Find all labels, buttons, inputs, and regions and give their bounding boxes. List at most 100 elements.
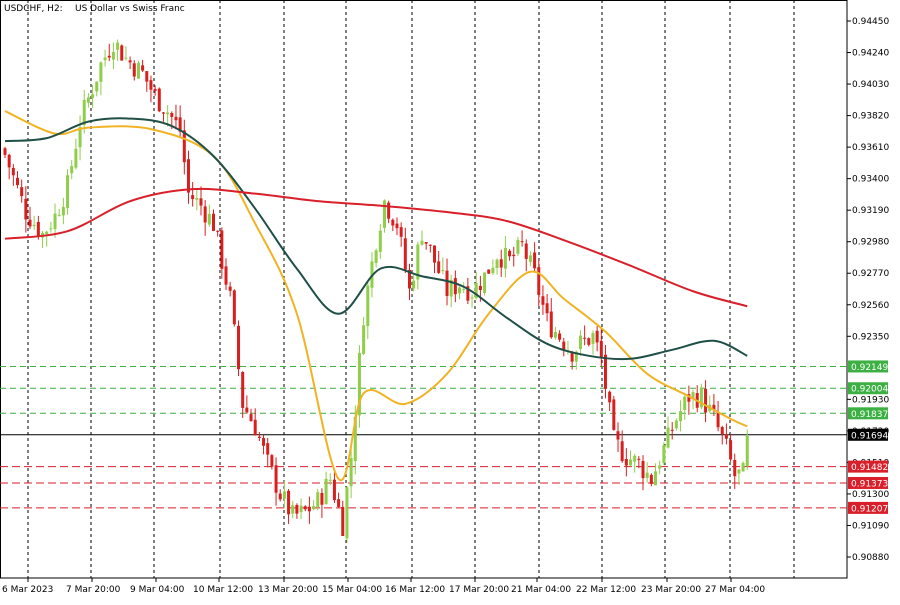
candle-bear	[241, 371, 245, 418]
candle-bull	[45, 230, 49, 247]
candle-bear	[687, 385, 691, 415]
candle-bear	[466, 277, 470, 305]
candle-bear	[307, 496, 311, 524]
candle-bear	[670, 422, 674, 440]
candlestick-series	[3, 39, 749, 543]
candle-bear	[245, 395, 249, 414]
plot-frame	[0, 0, 848, 579]
x-tick-label: 21 Mar 04:00	[511, 585, 571, 595]
candle-bull	[458, 286, 462, 300]
moving-average-slow	[4, 187, 748, 308]
candle-bear	[145, 70, 149, 92]
candle-bear	[537, 259, 541, 306]
candle-bull	[166, 105, 170, 127]
candle-bear	[203, 200, 207, 236]
candle-bull	[516, 236, 520, 257]
candle-bear	[512, 246, 516, 267]
candle-bear	[399, 222, 403, 247]
candle-bear	[28, 206, 32, 229]
candle-bull	[99, 61, 103, 96]
candle-bear	[395, 217, 399, 236]
candle-bull	[74, 138, 78, 170]
candle-bull	[741, 461, 745, 472]
candle-bear	[249, 408, 253, 422]
y-tick-label: 0.94240	[852, 49, 889, 59]
candle-bear	[332, 471, 336, 504]
candle-bear	[120, 44, 124, 61]
candle-bull	[483, 272, 487, 296]
candle-bear	[107, 43, 111, 62]
candle-bull	[708, 395, 712, 413]
y-tick-label: 0.91300	[852, 490, 889, 500]
level-price-tag	[848, 476, 888, 489]
candle-bull	[49, 222, 53, 233]
candle-bull	[66, 169, 70, 215]
candle-bull	[111, 42, 115, 70]
candle-bear	[141, 59, 145, 73]
candle-bull	[503, 235, 507, 278]
y-tick-label: 0.92350	[852, 332, 889, 342]
candle-bear	[524, 239, 528, 272]
candle-bull	[70, 160, 74, 180]
candle-bear	[624, 448, 628, 477]
candle-bull	[662, 442, 666, 466]
candle-bear	[274, 457, 278, 506]
candle-bear	[199, 186, 203, 216]
candle-bull	[103, 49, 107, 67]
candle-bear	[186, 150, 190, 204]
candle-bear	[453, 270, 457, 303]
candle-bear	[595, 325, 599, 352]
candle-bull	[553, 326, 557, 340]
candle-bull	[291, 500, 295, 519]
candle-bull	[95, 81, 99, 97]
y-tick-label: 0.94450	[852, 17, 889, 27]
candle-bear	[232, 289, 236, 327]
candle-bear	[541, 285, 545, 315]
current-price-label: 0.91694	[851, 431, 888, 441]
candle-bull	[324, 471, 328, 505]
price-labels: 0.92149 0.92004 0.91837 0.91482 0.91373 0.912…	[848, 360, 888, 514]
candle-bear	[153, 85, 157, 96]
x-tick-label: 6 Mar 2023	[2, 585, 53, 595]
candle-bull	[683, 395, 687, 420]
candle-bear	[295, 503, 299, 519]
candle-bear	[720, 425, 724, 445]
candle-bull	[654, 463, 658, 486]
candle-bull	[674, 418, 678, 431]
y-tick-label: 0.94030	[852, 80, 889, 90]
y-tick-label: 0.93820	[852, 112, 889, 122]
candle-bear	[270, 453, 274, 470]
candle-bear	[220, 227, 224, 279]
candle-bull	[420, 230, 424, 246]
candle-bear	[132, 60, 136, 81]
candle-bear	[620, 430, 624, 463]
candle-bear	[424, 242, 428, 250]
moving-averages	[4, 110, 748, 482]
candle-bull	[328, 473, 332, 486]
candle-bull	[116, 39, 120, 61]
candle-bull	[578, 330, 582, 356]
candle-bear	[641, 455, 645, 491]
y-tick-label: 0.91090	[852, 521, 889, 531]
candle-bull	[316, 488, 320, 511]
candle-bear	[428, 244, 432, 253]
candle-bear	[729, 434, 733, 462]
candle-bear	[520, 230, 524, 247]
candle-bear	[570, 350, 574, 370]
candle-bull	[91, 84, 95, 109]
candle-bear	[174, 104, 178, 130]
chart-title-description: US Dollar vs Swiss Franc	[75, 4, 185, 14]
x-tick-label: 9 Mar 04:00	[130, 585, 185, 595]
candle-bear	[337, 492, 341, 509]
y-tick-label: 0.92560	[852, 301, 889, 311]
candle-bull	[449, 274, 453, 308]
candle-bear	[558, 330, 562, 342]
candle-bear	[212, 209, 215, 232]
candle-bear	[191, 181, 195, 207]
candle-bull	[645, 462, 649, 483]
candle-bull	[495, 258, 499, 275]
candle-bear	[128, 56, 132, 70]
candle-bear	[20, 179, 24, 203]
current-price-tag	[848, 428, 888, 441]
